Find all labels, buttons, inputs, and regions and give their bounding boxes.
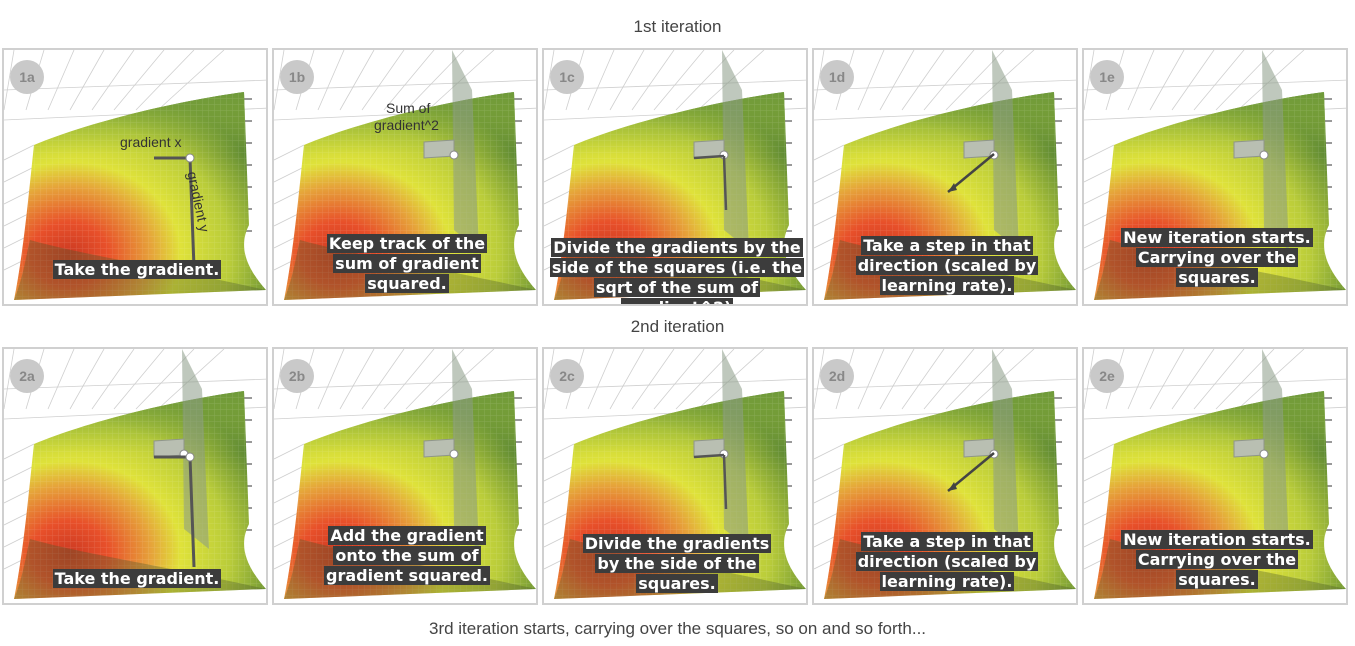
panel-caption: Take a step in that direction (scaled by l…: [814, 236, 1078, 296]
iteration-title-2: 2nd iteration: [0, 317, 1355, 337]
caption-line: Divide the gradients by the: [551, 238, 802, 257]
caption-line: by the side of the: [595, 554, 758, 573]
panel-1e: 1e New iteration starts. Carrying over the…: [1082, 48, 1348, 306]
panel-1a: 1a Take the gradient. gradient x gradient y: [2, 48, 268, 306]
panel-caption: Divide the gradients by the side of the sq…: [544, 534, 808, 594]
panel-label: 1c: [550, 60, 584, 94]
caption-line: New iteration starts.: [1121, 228, 1312, 247]
caption-line: sqrt of the sum of gradient^2): [594, 278, 760, 306]
panel-caption: New iteration starts. Carrying over the sq…: [1084, 228, 1348, 288]
caption-line: gradient squared.: [324, 566, 490, 585]
panel-label: 2d: [820, 359, 854, 393]
caption-line: Divide the gradients: [583, 534, 772, 553]
caption-line: Keep track of the: [327, 234, 487, 253]
caption-line: Take a step in that: [861, 236, 1033, 255]
panel-1b: 1b Keep track of the sum of gradient square…: [272, 48, 538, 306]
sum-of-label: Sum of: [386, 100, 430, 116]
caption-line: side of the squares (i.e. the: [550, 258, 804, 277]
panel-caption: Take a step in that direction (scaled by l…: [814, 532, 1078, 592]
loss-surface: [4, 349, 268, 605]
caption-line: New iteration starts.: [1121, 530, 1312, 549]
panel-caption: Add the gradient onto the sum of gradient …: [274, 526, 538, 586]
panel-label: 2a: [10, 359, 44, 393]
caption-line: squares.: [1176, 570, 1258, 589]
caption-line: squared.: [365, 274, 448, 293]
caption-line: Take a step in that: [861, 532, 1033, 551]
caption-line: direction (scaled by: [856, 552, 1039, 571]
caption-line: learning rate).: [880, 572, 1015, 591]
panel-caption: Take the gradient.: [4, 260, 268, 280]
panel-label: 1b: [280, 60, 314, 94]
panel-caption: Take the gradient.: [4, 569, 268, 589]
panel-2a: 2a Take the gradient.: [2, 347, 268, 605]
panel-label: 2c: [550, 359, 584, 393]
footer-note: 3rd iteration starts, carrying over the …: [0, 619, 1355, 639]
panel-label: 1a: [10, 60, 44, 94]
caption-line: squares.: [636, 574, 718, 593]
caption-line: Take the gradient.: [53, 260, 222, 279]
caption-line: onto the sum of: [333, 546, 480, 565]
caption-line: Carrying over the: [1136, 550, 1298, 569]
panel-1d: 1d Take a step in that direction (scaled b…: [812, 48, 1078, 306]
panel-caption: Divide the gradients by the side of the s…: [544, 238, 808, 306]
caption-line: Take the gradient.: [53, 569, 222, 588]
caption-line: learning rate).: [880, 276, 1015, 295]
panel-label: 1d: [820, 60, 854, 94]
panel-label: 2e: [1090, 359, 1124, 393]
caption-line: direction (scaled by: [856, 256, 1039, 275]
caption-line: Add the gradient: [328, 526, 485, 545]
caption-line: Carrying over the: [1136, 248, 1298, 267]
panel-2b: 2b Add the gradient onto the sum of gradien…: [272, 347, 538, 605]
panel-2c: 2c Divide the gradients by the side of the…: [542, 347, 808, 605]
iteration-title-1: 1st iteration: [0, 17, 1355, 37]
panel-1c: 1c Divide the gradients by the side of the…: [542, 48, 808, 306]
caption-line: sum of gradient: [333, 254, 481, 273]
gradient-x-label: gradient x: [120, 134, 181, 150]
panel-caption: Keep track of the sum of gradient squared.: [274, 234, 538, 294]
panel-2d: 2d Take a step in that direction (scaled b…: [812, 347, 1078, 605]
panel-caption: New iteration starts. Carrying over the sq…: [1084, 530, 1348, 590]
panel-label: 1e: [1090, 60, 1124, 94]
gradient-squared-label: gradient^2: [374, 117, 439, 133]
panel-2e: 2e New iteration starts. Carrying over the…: [1082, 347, 1348, 605]
panel-label: 2b: [280, 359, 314, 393]
caption-line: squares.: [1176, 268, 1258, 287]
